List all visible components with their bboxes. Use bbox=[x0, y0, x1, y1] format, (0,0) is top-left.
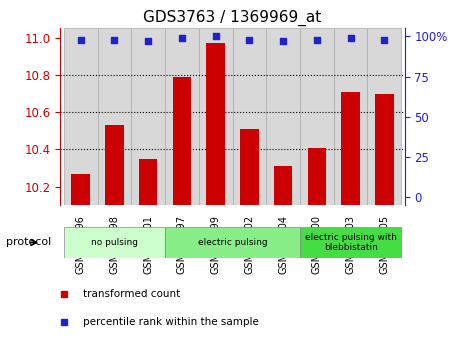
Point bbox=[212, 34, 219, 39]
Bar bbox=[367, 28, 401, 205]
Point bbox=[347, 35, 354, 41]
Bar bbox=[64, 227, 165, 258]
Point bbox=[313, 37, 320, 42]
Bar bbox=[307, 148, 326, 205]
Point bbox=[178, 35, 186, 41]
Bar bbox=[131, 28, 165, 205]
Point bbox=[246, 37, 253, 42]
Point bbox=[111, 37, 118, 42]
Bar bbox=[375, 93, 393, 205]
Bar bbox=[98, 28, 131, 205]
Bar bbox=[165, 227, 300, 258]
Bar bbox=[173, 77, 191, 205]
Bar bbox=[300, 28, 334, 205]
Point bbox=[279, 38, 287, 44]
Bar bbox=[206, 43, 225, 205]
Text: protocol: protocol bbox=[6, 238, 51, 247]
Point bbox=[77, 37, 85, 42]
Bar bbox=[232, 28, 266, 205]
Text: electric pulsing: electric pulsing bbox=[198, 238, 267, 247]
Text: no pulsing: no pulsing bbox=[91, 238, 138, 247]
Bar bbox=[240, 129, 259, 205]
Bar bbox=[105, 125, 124, 205]
Bar bbox=[72, 174, 90, 205]
Bar bbox=[64, 28, 98, 205]
Bar bbox=[274, 166, 292, 205]
Bar bbox=[139, 159, 158, 205]
Text: electric pulsing with
blebbistatin: electric pulsing with blebbistatin bbox=[305, 233, 397, 252]
Title: GDS3763 / 1369969_at: GDS3763 / 1369969_at bbox=[143, 9, 322, 25]
Bar bbox=[199, 28, 232, 205]
Bar bbox=[165, 28, 199, 205]
Text: percentile rank within the sample: percentile rank within the sample bbox=[83, 317, 259, 327]
Bar bbox=[300, 227, 401, 258]
Bar bbox=[341, 92, 360, 205]
Point bbox=[145, 38, 152, 44]
Bar bbox=[266, 28, 300, 205]
Bar bbox=[334, 28, 367, 205]
Point bbox=[380, 37, 388, 42]
Text: transformed count: transformed count bbox=[83, 289, 180, 299]
